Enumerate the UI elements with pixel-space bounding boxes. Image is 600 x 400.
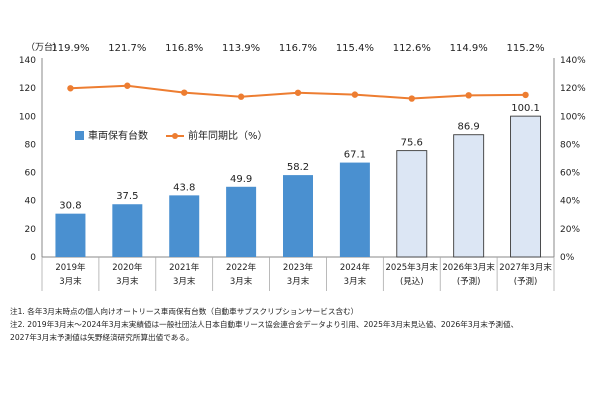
yoy-point [181, 89, 188, 96]
legend-swatch-bar [75, 131, 84, 140]
bar [283, 175, 313, 257]
chart: （万台） 0 20 40 60 80 100 120 140 0% 20% 40% 60% 80% 100%… [19, 41, 586, 291]
x-tick-label: 2025年3月末 [386, 262, 439, 273]
bar [112, 204, 143, 257]
bar [453, 134, 485, 258]
legend-swatch-marker [172, 133, 178, 139]
y2-tick-label: 140% [560, 56, 586, 66]
y2-tick-label: 40% [560, 197, 580, 207]
yoy-value-label: 115.2% [506, 43, 544, 54]
x-tick-label: 2020年 [112, 262, 143, 273]
yoy-value-label: 116.7% [279, 43, 317, 54]
y-tick-label: 120 [19, 84, 36, 94]
yoy-point [237, 93, 245, 100]
y-tick-label: 20 [25, 225, 37, 235]
yoy-point [124, 82, 131, 89]
bar-value-label: 67.1 [344, 150, 366, 161]
y-tick-label: 40 [25, 197, 37, 207]
bar [396, 150, 428, 258]
yoy-value-label: 119.9% [51, 43, 89, 54]
y-tick-label: 0 [30, 253, 36, 263]
x-tick-label: 3月末 [116, 276, 139, 287]
x-tick-label: 3月末 [59, 276, 82, 287]
y-tick-label: 80 [25, 140, 37, 150]
yoy-value-label: 121.7% [108, 43, 146, 54]
yoy-value-label: 115.4% [336, 43, 374, 54]
yoy-point [465, 92, 472, 99]
bar [55, 213, 86, 257]
y-tick-label: 100 [19, 112, 36, 122]
y2-tick-label: 80% [560, 140, 580, 150]
x-tick-label: 2021年 [169, 262, 200, 273]
bar-value-label: 30.8 [59, 201, 81, 212]
yoy-point [67, 85, 74, 92]
yoy-point [522, 91, 529, 99]
y2-tick-label: 60% [560, 169, 580, 179]
y2-tick-label: 20% [560, 225, 580, 235]
bar-value-label: 49.9 [230, 174, 252, 185]
y-axis-label: （万台） [26, 41, 62, 53]
y-tick-label: 60 [25, 169, 37, 179]
x-tick-label: 2022年 [226, 262, 257, 273]
x-tick-label: 3月末 [344, 276, 367, 287]
yoy-value-label: 113.9% [222, 43, 260, 54]
x-tick-label: (予測) [514, 276, 538, 287]
chart-svg: （万台） 0 20 40 60 80 100 120 140 0% 20% 40% 60% 80% 100%… [19, 41, 586, 291]
x-tick-label: 2019年 [55, 262, 86, 273]
bar [169, 195, 200, 257]
note-2-continued: 2027年3月末予測値は矢野経済研究所算出値である。 [10, 333, 194, 342]
yoy-point [294, 89, 302, 96]
yoy-value-label: 112.6% [393, 43, 431, 54]
x-tick-label: (予測) [457, 276, 481, 287]
y-tick-label: 140 [19, 56, 36, 66]
chart-notes: 注1. 各年3月末時点の個人向けオートリース車両保有台数（自動車サブスクリプショ… [10, 305, 590, 344]
bar [339, 162, 370, 257]
x-tick-label: 3月末 [173, 276, 196, 287]
note-2: 注2. 2019年3月末～2024年3月末実績値は一般社団法人日本自動車リース協… [10, 320, 519, 329]
bar-value-label: 86.9 [458, 122, 480, 133]
bar-value-label: 43.8 [173, 182, 195, 193]
x-tick-label: 3月末 [287, 276, 310, 287]
note-1: 注1. 各年3月末時点の個人向けオートリース車両保有台数（自動車サブスクリプショ… [10, 307, 359, 316]
legend-label-bar: 車両保有台数 [88, 129, 148, 142]
bar-value-label: 75.6 [401, 138, 423, 149]
bar-value-label: 37.5 [116, 191, 138, 202]
bar [226, 186, 257, 257]
yoy-value-label: 114.9% [450, 43, 488, 54]
yoy-point [408, 95, 415, 102]
x-tick-label: 2026年3月末 [442, 262, 495, 273]
yoy-point [351, 91, 359, 98]
bar-value-label: 58.2 [287, 162, 309, 173]
x-tick-label: 3月末 [230, 276, 253, 287]
y2-tick-label: 100% [560, 112, 586, 122]
bar [510, 115, 542, 258]
x-tick-label: (見込) [400, 276, 424, 287]
bar-value-label: 100.1 [511, 103, 540, 114]
x-tick-label: 2027年3月末 [499, 262, 552, 273]
x-tick-label: 2023年 [283, 262, 314, 273]
x-tick-label: 2024年 [340, 262, 371, 273]
legend-label-line: 前年同期比（%） [188, 129, 268, 142]
y2-tick-label: 120% [560, 84, 586, 94]
yoy-value-label: 116.8% [165, 43, 203, 54]
y2-tick-label: 0% [560, 253, 575, 263]
